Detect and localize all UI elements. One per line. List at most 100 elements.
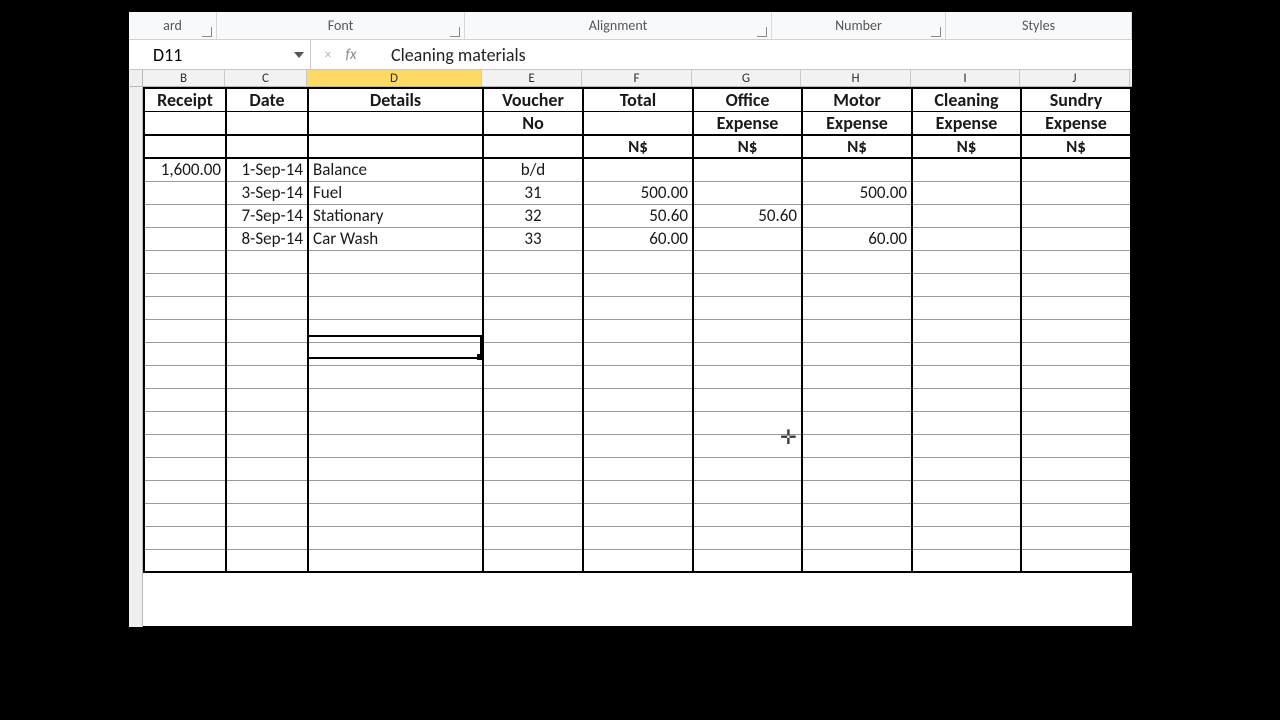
cell[interactable] [912,549,1021,572]
dialog-launcher-icon[interactable] [757,27,767,37]
cell[interactable] [308,250,483,273]
cell[interactable] [1021,365,1131,388]
cell[interactable] [1021,457,1131,480]
fx-icon[interactable]: fx [339,46,363,64]
cell[interactable] [802,549,912,572]
cell[interactable] [226,273,308,296]
cell[interactable]: 33 [483,227,583,250]
cell[interactable] [1021,250,1131,273]
cell[interactable] [583,158,693,181]
cell[interactable] [308,549,483,572]
cell[interactable] [583,526,693,549]
cell[interactable] [802,204,912,227]
cell[interactable]: Car Wash [308,227,483,250]
name-box[interactable]: D11 [129,40,311,69]
cell[interactable] [483,319,583,342]
cell[interactable] [144,480,226,503]
cell[interactable] [1021,273,1131,296]
cell[interactable] [144,434,226,457]
cell[interactable] [912,365,1021,388]
cell[interactable] [308,388,483,411]
cell[interactable] [226,112,308,136]
cell[interactable] [912,227,1021,250]
column-header-D[interactable]: D [307,70,482,86]
cell[interactable]: 32 [483,204,583,227]
cell[interactable] [912,342,1021,365]
cell[interactable]: Expense [802,112,912,136]
cell[interactable] [912,319,1021,342]
cell[interactable]: Expense [912,112,1021,136]
cell[interactable] [226,250,308,273]
cell[interactable]: Date [226,88,308,112]
cell[interactable] [802,388,912,411]
cell[interactable] [802,296,912,319]
cell[interactable]: Motor [802,88,912,112]
cell[interactable]: Total [583,88,693,112]
cell[interactable] [226,342,308,365]
column-header-H[interactable]: H [801,70,911,86]
cell[interactable] [483,342,583,365]
cell[interactable]: Expense [693,112,802,136]
cell[interactable] [802,526,912,549]
dialog-launcher-icon[interactable] [931,27,941,37]
cell[interactable] [483,135,583,158]
cell[interactable] [308,342,483,365]
cell[interactable] [308,365,483,388]
cell[interactable] [802,434,912,457]
cell[interactable] [583,503,693,526]
cell[interactable]: 3-Sep-14 [226,181,308,204]
cell[interactable] [583,411,693,434]
cell[interactable] [693,526,802,549]
cell[interactable]: N$ [693,135,802,158]
cell[interactable] [583,319,693,342]
cell[interactable] [912,181,1021,204]
cell[interactable] [693,411,802,434]
cell[interactable] [1021,549,1131,572]
cell[interactable] [226,135,308,158]
cell[interactable] [144,342,226,365]
cell[interactable] [483,296,583,319]
cell[interactable] [144,411,226,434]
cell[interactable] [693,273,802,296]
cell[interactable] [693,227,802,250]
cell[interactable] [1021,388,1131,411]
cell[interactable] [1021,526,1131,549]
cell[interactable] [693,388,802,411]
cell[interactable]: 1-Sep-14 [226,158,308,181]
cell[interactable] [144,273,226,296]
cell[interactable] [802,319,912,342]
cell[interactable] [308,135,483,158]
cell[interactable] [912,388,1021,411]
cell[interactable] [1021,158,1131,181]
dialog-launcher-icon[interactable] [450,27,460,37]
cell[interactable] [308,457,483,480]
dialog-launcher-icon[interactable] [202,27,212,37]
cell[interactable]: 50.60 [693,204,802,227]
column-header-E[interactable]: E [482,70,582,86]
cell[interactable] [693,457,802,480]
cell[interactable] [308,480,483,503]
cell[interactable] [583,457,693,480]
cell[interactable] [802,273,912,296]
cell[interactable] [802,250,912,273]
cell[interactable] [583,434,693,457]
cell[interactable] [308,411,483,434]
cell[interactable] [693,503,802,526]
cell[interactable] [1021,227,1131,250]
cell[interactable] [583,480,693,503]
cell[interactable] [1021,503,1131,526]
select-all-corner[interactable] [129,70,143,86]
cell[interactable]: Fuel [308,181,483,204]
cell[interactable]: N$ [583,135,693,158]
cell[interactable] [693,250,802,273]
cell[interactable]: 31 [483,181,583,204]
cell[interactable] [144,112,226,136]
cell[interactable]: Expense [1021,112,1131,136]
cell[interactable]: Cleaning [912,88,1021,112]
cell[interactable] [226,549,308,572]
column-header-J[interactable]: J [1020,70,1130,86]
cell[interactable]: 60.00 [583,227,693,250]
cell[interactable] [226,434,308,457]
cell[interactable] [693,319,802,342]
formula-cancel-icon[interactable]: × [317,46,339,63]
